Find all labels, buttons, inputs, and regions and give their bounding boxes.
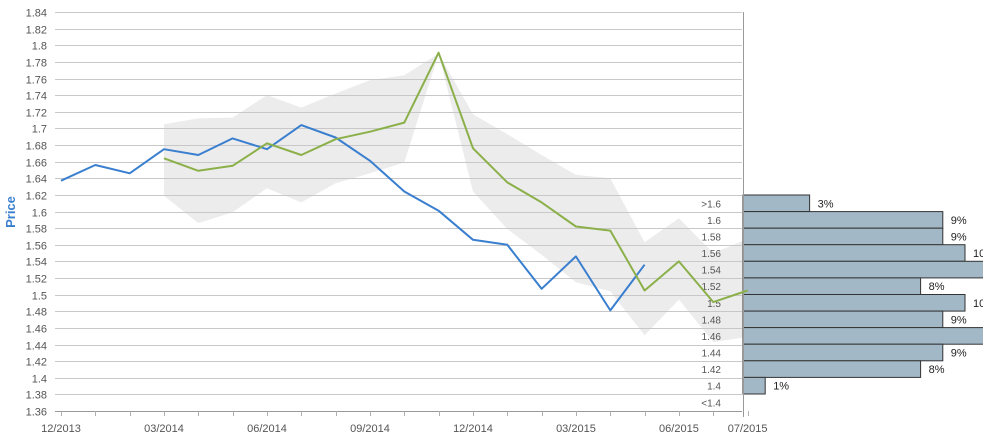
histogram-bin-label: 1.6 [707,216,721,227]
y-tick-label: 1.48 [26,307,47,319]
x-tick-label: 03/2015 [556,423,596,435]
histogram-percent-label: 8% [929,364,945,376]
histogram-bar [743,261,983,278]
histogram-bin-label: <1.4 [701,398,721,409]
histogram-bar [743,195,810,212]
y-tick-label: 1.76 [26,75,47,87]
histogram-percent-label: 8% [929,281,945,293]
y-tick-label: 1.72 [26,108,47,120]
histogram-bar [743,245,965,262]
y-tick-label: 1.84 [26,8,47,20]
histogram-bar [743,212,943,229]
x-tick-label: 07/2015 [728,423,768,435]
y-tick-label: 1.4 [32,374,47,386]
histogram-bar [743,377,765,394]
x-tick-label: 12/2013 [41,423,81,435]
histogram-percent-label: 10% [973,248,983,260]
histogram-percent-label: 9% [951,314,967,326]
y-tick-label: 1.54 [26,257,47,269]
histogram-percent-label: 9% [951,215,967,227]
y-tick-label: 1.42 [26,357,47,369]
x-tick-label: 06/2014 [247,423,287,435]
y-tick-label: 1.36 [26,407,47,419]
y-tick-label: 1.52 [26,274,47,286]
y-tick-label: 1.56 [26,241,47,253]
y-tick-label: 1.78 [26,58,47,70]
histogram-bar [743,295,965,312]
y-axis-label: Price [3,196,18,228]
histogram-bar [743,228,943,245]
forecast-band [164,54,748,342]
y-tick-label: 1.58 [26,224,47,236]
histogram-bin-label: 1.46 [702,332,722,343]
histogram-bin-label: 1.58 [702,232,722,243]
histogram-bin-label: 1.56 [702,249,722,260]
x-tick-label: 06/2015 [659,423,699,435]
y-tick-label: 1.46 [26,324,47,336]
histogram-percent-label: 10% [973,298,983,310]
histogram-percent-label: 3% [818,198,834,210]
histogram-bar [743,311,943,328]
y-tick-label: 1.74 [26,91,47,103]
histogram-percent-label: 9% [951,348,967,360]
y-tick-label: 1.38 [26,390,47,402]
y-tick-label: 1.5 [32,291,47,303]
x-tick-label: 12/2014 [453,423,493,435]
histogram-bar [743,344,943,361]
x-tick-label: 03/2014 [144,423,184,435]
histogram-bin-label: 1.48 [702,315,722,326]
y-tick-label: 1.64 [26,174,47,186]
y-tick-label: 1.8 [32,41,47,53]
forecast-band-layer [164,54,748,342]
y-tick-label: 1.68 [26,141,47,153]
grid-layer [55,13,742,412]
histogram-percent-label: 1% [773,381,789,393]
y-tick-label: 1.66 [26,158,47,170]
histogram-bar [743,278,921,295]
x-tick-label: 09/2014 [350,423,390,435]
histogram-bar [743,328,983,345]
y-tick-label: 1.7 [32,124,47,136]
histogram-bin-label: 1.54 [702,266,722,277]
axes-layer: 1.36 1.38 1.4 1.42 1.44 1.46 1.48 1.5 1.52 1.54 1.… [26,8,768,436]
y-tick-label: 1.44 [26,341,47,353]
histogram-bar [743,361,921,378]
histogram-bin-label: 1.4 [707,382,721,393]
histogram-bin-label: 1.44 [702,349,722,360]
histogram-percent-label: 9% [951,231,967,243]
histogram-bin-label: 1.42 [702,365,722,376]
histogram-bin-label: >1.6 [701,199,721,210]
y-tick-label: 1.6 [32,208,47,220]
y-tick-label: 1.82 [26,25,47,37]
y-tick-label: 1.62 [26,191,47,203]
